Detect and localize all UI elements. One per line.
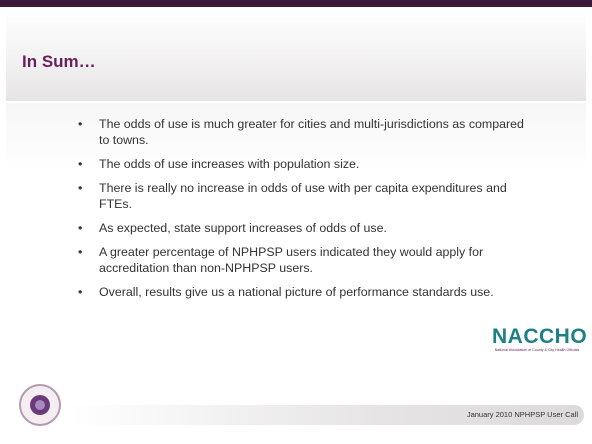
seal-core [35, 400, 45, 410]
slide-title: In Sum… [22, 52, 96, 71]
bullet-item: As expected, state support increases of … [78, 220, 526, 236]
logo-name: NACCHO [492, 325, 588, 348]
seal-logo [19, 384, 61, 426]
logo-tagline: National Association of County & City He… [494, 348, 580, 352]
bullet-item: A greater percentage of NPHPSP users ind… [78, 244, 526, 276]
top-bar [0, 0, 592, 7]
naccho-logo: NACCHO National Association of County & … [492, 325, 588, 353]
bullet-item: The odds of use increases with populatio… [78, 156, 526, 172]
footer-text: January 2010 NPHPSP User Call [466, 410, 578, 419]
header-band [6, 9, 586, 101]
bullet-item: There is really no increase in odds of u… [78, 180, 526, 212]
bullet-item: Overall, results give us a national pict… [78, 284, 526, 300]
bullet-item: The odds of use is much greater for citi… [78, 116, 526, 148]
footer-band [70, 405, 584, 425]
bullet-list: The odds of use is much greater for citi… [78, 116, 526, 308]
